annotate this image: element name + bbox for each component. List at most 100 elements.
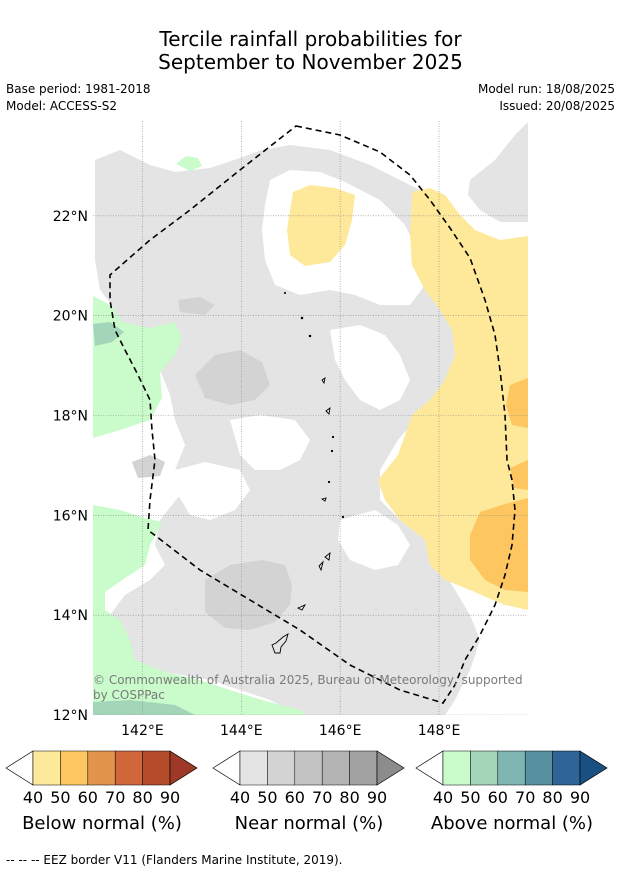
- islet: [283, 291, 287, 295]
- colorbar-segment: [267, 750, 296, 786]
- colorbar-segment: [32, 750, 61, 786]
- colorbar-tick-label: 60: [488, 788, 508, 807]
- agrihan-island: [321, 377, 326, 385]
- islet: [300, 316, 304, 320]
- colorbar-segment: [114, 750, 143, 786]
- near-normal-50-region-s2: [178, 297, 215, 315]
- copyright-line-1: © Commonwealth of Australia 2025, Bureau…: [93, 673, 523, 687]
- lat-tick-label: 20°N: [53, 309, 88, 325]
- axis-labels: 142°E 144°E 146°E 148°E 22°N 20°N 18°N 16°N 14°N…: [53, 209, 461, 739]
- colorbar-segment: [470, 750, 499, 786]
- colorbar-tick-label: 50: [257, 788, 277, 807]
- below-normal-region-center: [287, 185, 355, 266]
- graticule: [93, 121, 528, 715]
- near-normal-50-region: [195, 350, 270, 405]
- copyright-line-2: by COSPPac: [93, 688, 165, 702]
- colorbar-title-near: Near normal (%): [234, 813, 384, 834]
- colorbar-tick-label: 40: [230, 788, 250, 807]
- colorbar-tick-label: 80: [132, 788, 152, 807]
- lon-tick-label: 146°E: [319, 723, 362, 739]
- model-name: Model: ACCESS-S2: [6, 99, 118, 113]
- lat-tick-label: 12°N: [53, 708, 88, 724]
- lat-tick-label: 14°N: [53, 608, 88, 624]
- neutral-gap-region-2: [330, 325, 410, 410]
- colorbar-lower-extension: [5, 750, 34, 786]
- colorbar-tick-label: 40: [433, 788, 453, 807]
- model-run: Model run: 18/08/2025: [477, 82, 615, 96]
- neutral-gap-region-3: [230, 415, 310, 470]
- colorbar-tick-label: 50: [460, 788, 480, 807]
- islet: [327, 480, 331, 484]
- colorbar-segment: [524, 750, 553, 786]
- colorbar-segment: [87, 750, 116, 786]
- colorbar-segment: [239, 750, 268, 786]
- colorbar-upper-extension: [169, 750, 198, 786]
- meta-right: Model run: 18/08/2025 Issued: 20/08/2025: [478, 81, 615, 115]
- colorbar-tick-label: 40: [23, 788, 43, 807]
- below-normal-region-east: [378, 188, 528, 610]
- above-normal-50-region: [93, 322, 124, 346]
- colorbar-title-below: Below normal (%): [22, 813, 182, 834]
- colorbar-tick-label: 70: [105, 788, 125, 807]
- colorbar-tick-label: 70: [312, 788, 332, 807]
- saipan-island: [324, 551, 331, 561]
- colorbar-segment: [321, 750, 350, 786]
- map-plot-area: © Commonwealth of Australia 2025, Bureau…: [93, 121, 528, 715]
- below-normal-50-region: [470, 498, 528, 592]
- issued-date: Issued: 20/08/2025: [499, 99, 615, 113]
- colorbar-tick-label: 60: [285, 788, 305, 807]
- lon-tick-label: 142°E: [121, 723, 164, 739]
- colorbar-tick-label: 60: [78, 788, 98, 807]
- near-normal-region-ne: [468, 122, 528, 222]
- above-normal-region-north: [176, 156, 202, 171]
- footnote: -- -- -- EEZ border V11 (Flanders Marine…: [6, 853, 343, 867]
- colorbar-upper-extension: [376, 750, 405, 786]
- colorbar-segment: [442, 750, 471, 786]
- above-normal-region-sw: [93, 505, 305, 715]
- above-normal-50-region-s: [93, 700, 195, 715]
- map-title: Tercile rainfall probabilities for Septe…: [0, 28, 621, 74]
- colorbar-near: 40 50 60 70 80 90: [212, 750, 405, 807]
- neutral-gap-region-5: [338, 510, 410, 570]
- islet: [331, 435, 335, 439]
- lat-tick-label: 18°N: [53, 409, 88, 425]
- lat-tick-label: 22°N: [53, 209, 88, 225]
- lat-tick-label: 16°N: [53, 508, 88, 524]
- islands: [271, 291, 345, 654]
- rota-island: [296, 604, 307, 611]
- colorbar-lower-extension: [415, 750, 444, 786]
- anatahan-island: [320, 497, 327, 502]
- colorbar-tick-label: 90: [367, 788, 387, 807]
- guam-island: [271, 633, 289, 654]
- lon-tick-label: 144°E: [220, 723, 263, 739]
- colorbar-tick-label: 70: [515, 788, 535, 807]
- base-period: Base period: 1981-2018: [6, 82, 151, 96]
- pagan-island: [325, 406, 331, 415]
- below-normal-50-region-3: [510, 460, 528, 490]
- colorbar-tick-label: 90: [570, 788, 590, 807]
- eez-border: [109, 125, 516, 704]
- colorbar-segment: [142, 750, 171, 786]
- colorbar-tick-label: 90: [160, 788, 180, 807]
- tinian-island: [318, 560, 324, 572]
- colorbar-title-above: Above normal (%): [430, 813, 594, 834]
- colorbar-above: 40 50 60 70 80 90: [415, 750, 608, 807]
- colorbar-below: 40 50 60 70 80 90: [5, 750, 198, 807]
- lon-tick-label: 148°E: [418, 723, 461, 739]
- colorbar-segment: [552, 750, 581, 786]
- colorbar-segment: [60, 750, 89, 786]
- title-line-1: Tercile rainfall probabilities for: [159, 27, 462, 51]
- islet: [341, 515, 345, 519]
- islet: [330, 449, 334, 453]
- colorbar-upper-extension: [579, 750, 608, 786]
- colorbar-tick-label: 80: [339, 788, 359, 807]
- colorbar-lower-extension: [212, 750, 241, 786]
- colorbar-segment: [294, 750, 323, 786]
- colorbars: 40 50 60 70 80 90 40 50 60 70 80 90 40 50 60 70 80 90: [5, 750, 608, 807]
- title-line-2: September to November 2025: [158, 50, 463, 74]
- colorbar-tick-label: 50: [50, 788, 70, 807]
- colorbar-tick-label: 80: [542, 788, 562, 807]
- colorbar-segment: [349, 750, 378, 786]
- near-normal-50-region-s3: [132, 455, 165, 478]
